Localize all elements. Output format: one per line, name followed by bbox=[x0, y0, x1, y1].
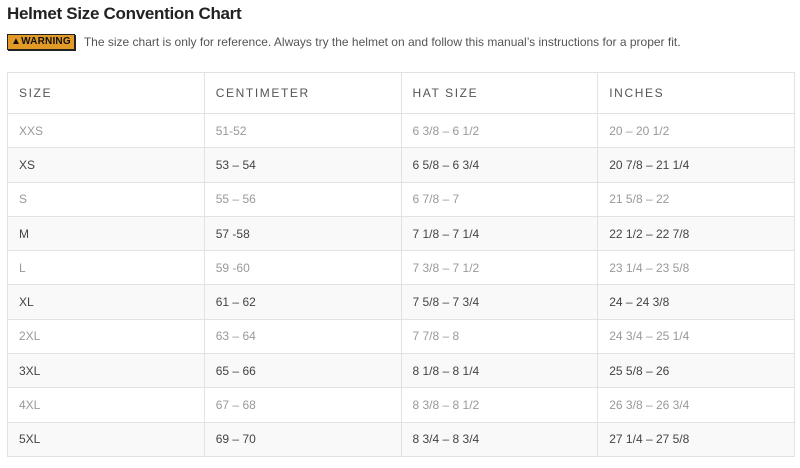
table-row: 5XL 69 – 70 8 3/4 – 8 3/4 27 1/4 – 27 5/8 bbox=[7, 421, 795, 457]
table-row: 3XL 65 – 66 8 1/8 – 8 1/4 25 5/8 – 26 bbox=[7, 353, 795, 389]
cell-inches: 24 – 24 3/8 bbox=[597, 284, 795, 320]
cell-size: XXS bbox=[7, 112, 205, 149]
table-row: 4XL 67 – 68 8 3/8 – 8 1/2 26 3/8 – 26 3/4 bbox=[7, 387, 795, 423]
cell-hat-size: 6 7/8 – 7 bbox=[400, 181, 599, 217]
header-hat-size: HAT SIZE bbox=[400, 72, 599, 114]
cell-inches: 23 1/4 – 23 5/8 bbox=[597, 250, 795, 286]
cell-inches: 20 7/8 – 21 1/4 bbox=[597, 147, 795, 183]
cell-centimeter: 55 – 56 bbox=[203, 181, 402, 217]
cell-size: S bbox=[7, 181, 205, 217]
cell-size: 3XL bbox=[7, 353, 205, 389]
cell-hat-size: 7 5/8 – 7 3/4 bbox=[400, 284, 599, 320]
table-row: XXS 51-52 6 3/8 – 6 1/2 20 – 20 1/2 bbox=[7, 112, 795, 149]
cell-hat-size: 8 1/8 – 8 1/4 bbox=[400, 353, 599, 389]
header-centimeter: CENTIMETER bbox=[203, 72, 402, 114]
cell-centimeter: 53 – 54 bbox=[203, 147, 402, 183]
header-inches: INCHES bbox=[597, 72, 795, 114]
cell-hat-size: 7 3/8 – 7 1/2 bbox=[400, 250, 599, 286]
cell-size: M bbox=[7, 215, 205, 252]
cell-hat-size: 6 3/8 – 6 1/2 bbox=[400, 112, 599, 149]
cell-inches: 21 5/8 – 22 bbox=[597, 181, 795, 217]
cell-inches: 26 3/8 – 26 3/4 bbox=[597, 387, 795, 423]
cell-centimeter: 67 – 68 bbox=[203, 387, 402, 423]
cell-centimeter: 61 – 62 bbox=[203, 284, 402, 320]
cell-centimeter: 69 – 70 bbox=[203, 421, 402, 457]
cell-size: L bbox=[7, 250, 205, 286]
header-row: SIZE CENTIMETER HAT SIZE INCHES bbox=[7, 72, 795, 114]
table-row: XS 53 – 54 6 5/8 – 6 3/4 20 7/8 – 21 1/4 bbox=[7, 147, 795, 183]
cell-hat-size: 7 7/8 – 8 bbox=[400, 318, 599, 355]
table-row: M 57 -58 7 1/8 – 7 1/4 22 1/2 – 22 7/8 bbox=[7, 215, 795, 252]
cell-hat-size: 8 3/4 – 8 3/4 bbox=[400, 421, 599, 457]
cell-inches: 25 5/8 – 26 bbox=[597, 353, 795, 389]
warning-badge: ▲WARNING bbox=[7, 34, 75, 50]
cell-inches: 20 – 20 1/2 bbox=[597, 112, 795, 149]
cell-size: XS bbox=[7, 147, 205, 183]
header-size: SIZE bbox=[7, 72, 205, 114]
cell-hat-size: 8 3/8 – 8 1/2 bbox=[400, 387, 599, 423]
table-row: 2XL 63 – 64 7 7/8 – 8 24 3/4 – 25 1/4 bbox=[7, 318, 795, 355]
cell-inches: 24 3/4 – 25 1/4 bbox=[597, 318, 795, 355]
cell-size: 2XL bbox=[7, 318, 205, 355]
warning-text: The size chart is only for reference. Al… bbox=[83, 35, 681, 49]
cell-hat-size: 7 1/8 – 7 1/4 bbox=[400, 215, 599, 252]
table-row: XL 61 – 62 7 5/8 – 7 3/4 24 – 24 3/8 bbox=[7, 284, 795, 320]
cell-centimeter: 65 – 66 bbox=[203, 353, 402, 389]
cell-hat-size: 6 5/8 – 6 3/4 bbox=[400, 147, 599, 183]
cell-centimeter: 63 – 64 bbox=[203, 318, 402, 355]
size-chart-table: SIZE CENTIMETER HAT SIZE INCHES XXS 51-52… bbox=[7, 72, 795, 457]
cell-centimeter: 59 -60 bbox=[203, 250, 402, 286]
cell-inches: 22 1/2 – 22 7/8 bbox=[597, 215, 795, 252]
table-row: L 59 -60 7 3/8 – 7 1/2 23 1/4 – 23 5/8 bbox=[7, 250, 795, 286]
cell-inches: 27 1/4 – 27 5/8 bbox=[597, 421, 795, 457]
cell-centimeter: 57 -58 bbox=[203, 215, 402, 252]
cell-centimeter: 51-52 bbox=[203, 112, 402, 149]
cell-size: 4XL bbox=[7, 387, 205, 423]
cell-size: 5XL bbox=[7, 421, 205, 457]
table-row: S 55 – 56 6 7/8 – 7 21 5/8 – 22 bbox=[7, 181, 795, 217]
warning-notice: ▲WARNING The size chart is only for refe… bbox=[7, 34, 681, 50]
page-title: Helmet Size Convention Chart bbox=[7, 4, 242, 23]
cell-size: XL bbox=[7, 284, 205, 320]
